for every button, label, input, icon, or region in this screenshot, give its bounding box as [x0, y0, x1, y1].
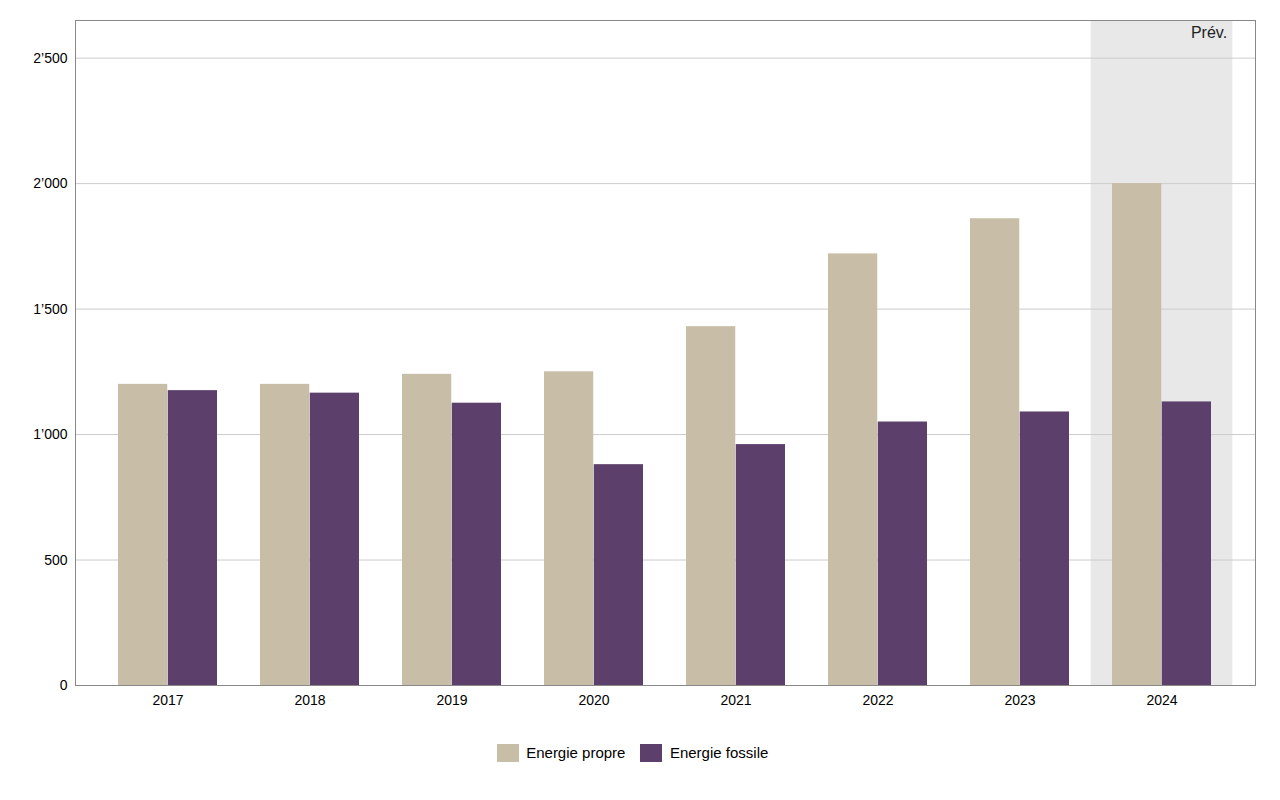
- svg-text:Prév.: Prév.: [1191, 24, 1227, 41]
- svg-text:2’000: 2’000: [33, 175, 67, 191]
- html-text:Energie propre: Energie propre: [526, 744, 626, 761]
- svg-text:2019: 2019: [436, 692, 467, 708]
- svg-text:2’500: 2’500: [33, 50, 67, 66]
- svg-text:500: 500: [44, 552, 68, 568]
- svg-text:0: 0: [60, 677, 68, 693]
- svg-text:2021: 2021: [720, 692, 751, 708]
- svg-text:2020: 2020: [578, 692, 609, 708]
- svg-text:2022: 2022: [862, 692, 893, 708]
- svg-text:2018: 2018: [294, 692, 325, 708]
- svg-text:1’500: 1’500: [33, 301, 67, 317]
- svg-text:2023: 2023: [1004, 692, 1035, 708]
- svg-text:2017: 2017: [152, 692, 183, 708]
- svg-text:1’000: 1’000: [33, 426, 67, 442]
- html-text:Energie fossile: Energie fossile: [669, 744, 769, 761]
- svg-text:2024: 2024: [1146, 692, 1177, 708]
